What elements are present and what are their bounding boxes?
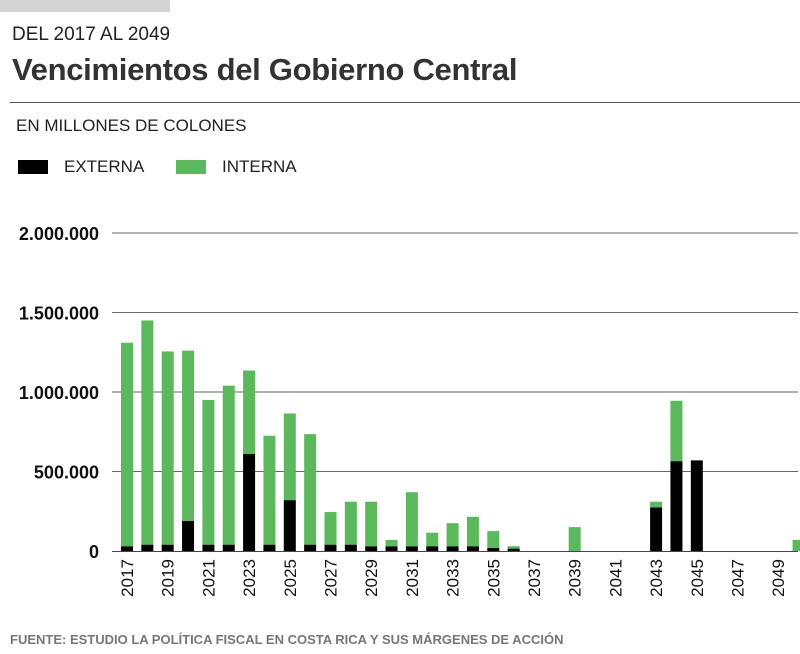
- x-tick-label: 2041: [606, 559, 625, 597]
- bar-interna: [405, 492, 418, 547]
- bar-externa: [283, 500, 296, 551]
- bar-externa: [243, 454, 256, 551]
- bar-externa: [141, 544, 154, 551]
- x-tick-label: 2039: [566, 559, 585, 597]
- bar-chart: 0 500.000 1.000.000 1.500.000 2.000.000 2017 2…: [19, 224, 800, 597]
- bar-interna: [141, 320, 154, 545]
- chart-title: Vencimientos del Gobierno Central: [12, 52, 518, 87]
- bar-interna: [324, 512, 337, 545]
- bar-interna: [283, 413, 296, 501]
- bar-externa: [650, 507, 663, 551]
- bar-interna: [507, 546, 520, 549]
- x-tick-label: 2025: [281, 559, 300, 597]
- bar-externa: [446, 546, 459, 551]
- bar-interna: [487, 531, 500, 548]
- bar-interna: [263, 435, 276, 545]
- x-tick-label: 2045: [688, 559, 707, 597]
- bar-interna: [446, 523, 459, 547]
- x-tick-label: 2047: [729, 559, 748, 597]
- x-tick-label: 2017: [118, 559, 137, 597]
- y-tick-label: 0: [89, 542, 99, 562]
- bar-externa: [670, 461, 683, 551]
- bar-externa: [161, 544, 174, 551]
- bar-interna: [568, 527, 581, 551]
- bar-externa: [222, 544, 235, 551]
- x-tick-label: 2023: [240, 559, 259, 597]
- x-tick-label: 2035: [484, 559, 503, 597]
- bar-interna: [466, 516, 479, 547]
- bar-externa: [365, 546, 378, 551]
- bar-interna: [385, 539, 398, 547]
- header-accent-bar: [0, 0, 170, 12]
- chart-subtitle: DEL 2017 AL 2049: [12, 24, 171, 45]
- legend-swatch-externa: [18, 160, 48, 174]
- x-tick-label: 2037: [525, 559, 544, 597]
- bar-interna: [365, 501, 378, 547]
- legend-label-externa: EXTERNA: [64, 157, 145, 176]
- x-tick-label: 2049: [769, 559, 788, 597]
- bar-interna: [222, 385, 235, 545]
- bar-externa: [304, 544, 317, 551]
- bar-externa: [487, 547, 500, 551]
- x-tick-label: 2019: [159, 559, 178, 597]
- bar-externa: [344, 544, 357, 551]
- bar-externa: [405, 546, 418, 551]
- y-tick-label: 500.000: [34, 463, 99, 483]
- bar-interna: [792, 539, 800, 551]
- bar-interna: [121, 342, 133, 547]
- bar-externa: [182, 520, 195, 551]
- units-label: EN MILLONES DE COLONES: [16, 116, 247, 135]
- y-tick-label: 2.000.000: [19, 224, 99, 244]
- x-tick-label: 2031: [403, 559, 422, 597]
- x-tick-label: 2033: [444, 559, 463, 597]
- y-tick-label: 1.000.000: [19, 383, 99, 403]
- source-note: FUENTE: ESTUDIO LA POLÍTICA FISCAL EN CO…: [10, 632, 564, 647]
- bar-interna: [670, 400, 683, 462]
- bar-externa: [324, 544, 337, 551]
- bar-interna: [182, 350, 195, 521]
- bar-interna: [344, 501, 357, 545]
- legend-label-interna: INTERNA: [222, 157, 297, 176]
- legend-swatch-interna: [176, 160, 206, 174]
- bar-externa: [385, 546, 398, 551]
- bar-externa: [202, 544, 215, 551]
- bar-interna: [304, 434, 317, 545]
- y-tick-label: 1.500.000: [19, 304, 99, 324]
- bar-externa: [263, 544, 276, 551]
- bar-externa: [507, 548, 520, 551]
- bar-interna: [202, 399, 215, 545]
- bar-externa: [466, 546, 479, 551]
- header-divider: [10, 102, 800, 103]
- x-tick-label: 2043: [647, 559, 666, 597]
- bar-externa: [121, 546, 133, 551]
- bar-interna: [426, 532, 439, 547]
- bar-interna: [650, 501, 663, 508]
- bar-interna: [161, 351, 174, 545]
- bar-interna: [243, 370, 256, 455]
- x-tick-label: 2027: [322, 559, 341, 597]
- bar-externa: [426, 546, 439, 551]
- x-tick-label: 2021: [199, 559, 218, 597]
- x-tick-label: 2029: [362, 559, 381, 597]
- bar-externa: [690, 460, 703, 551]
